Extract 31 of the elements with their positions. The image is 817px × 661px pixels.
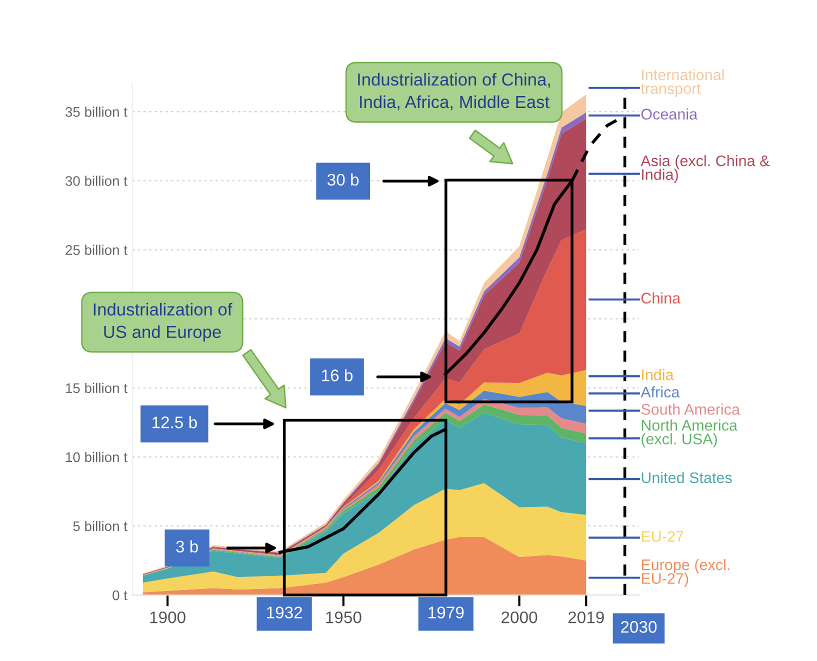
annotation: 12.5 b [152,416,197,428]
ref-line-label: 2030 [621,621,657,633]
text: 1979 [428,606,464,618]
text: United States [642,472,732,484]
x-tick-label: 1950 [326,611,362,624]
y-tick-label: 10 billion t [66,452,128,462]
x-tick-label: 2000 [502,611,538,624]
text: North America (excl. USA) [642,419,738,448]
text: 1932 [267,606,302,618]
annotation: Industrialization of China, India, Africa, Middle East [358,72,550,110]
y-tick-label: 35 billion t [65,106,128,117]
annotation: 3 b [176,540,198,552]
text: EU-27 [642,531,684,542]
x-tick-label: 2019 [568,611,604,624]
text: Africa [640,386,680,398]
y-tick-label: 5 billion t [73,520,128,532]
y-tick-label: 25 billion t [66,244,128,255]
text: Asia (excl. China & India) [640,155,770,183]
y-tick-label: 30 billion t [65,176,128,186]
annotation: 30 b [327,173,359,186]
text: Oceania [641,108,698,120]
text: South America [641,404,740,415]
annotation: 16 b [322,369,353,382]
y-tick-label: 0 t [112,590,128,600]
annotation: Industrialization of US and Europe [94,302,232,342]
x-tick-label: 1900 [150,611,186,624]
y-tick-label: 15 billion t [66,382,128,394]
text: India [642,369,674,380]
text: International transport [640,69,724,98]
text: China [641,292,681,304]
text: Europe (excl. EU-27) [642,558,730,587]
